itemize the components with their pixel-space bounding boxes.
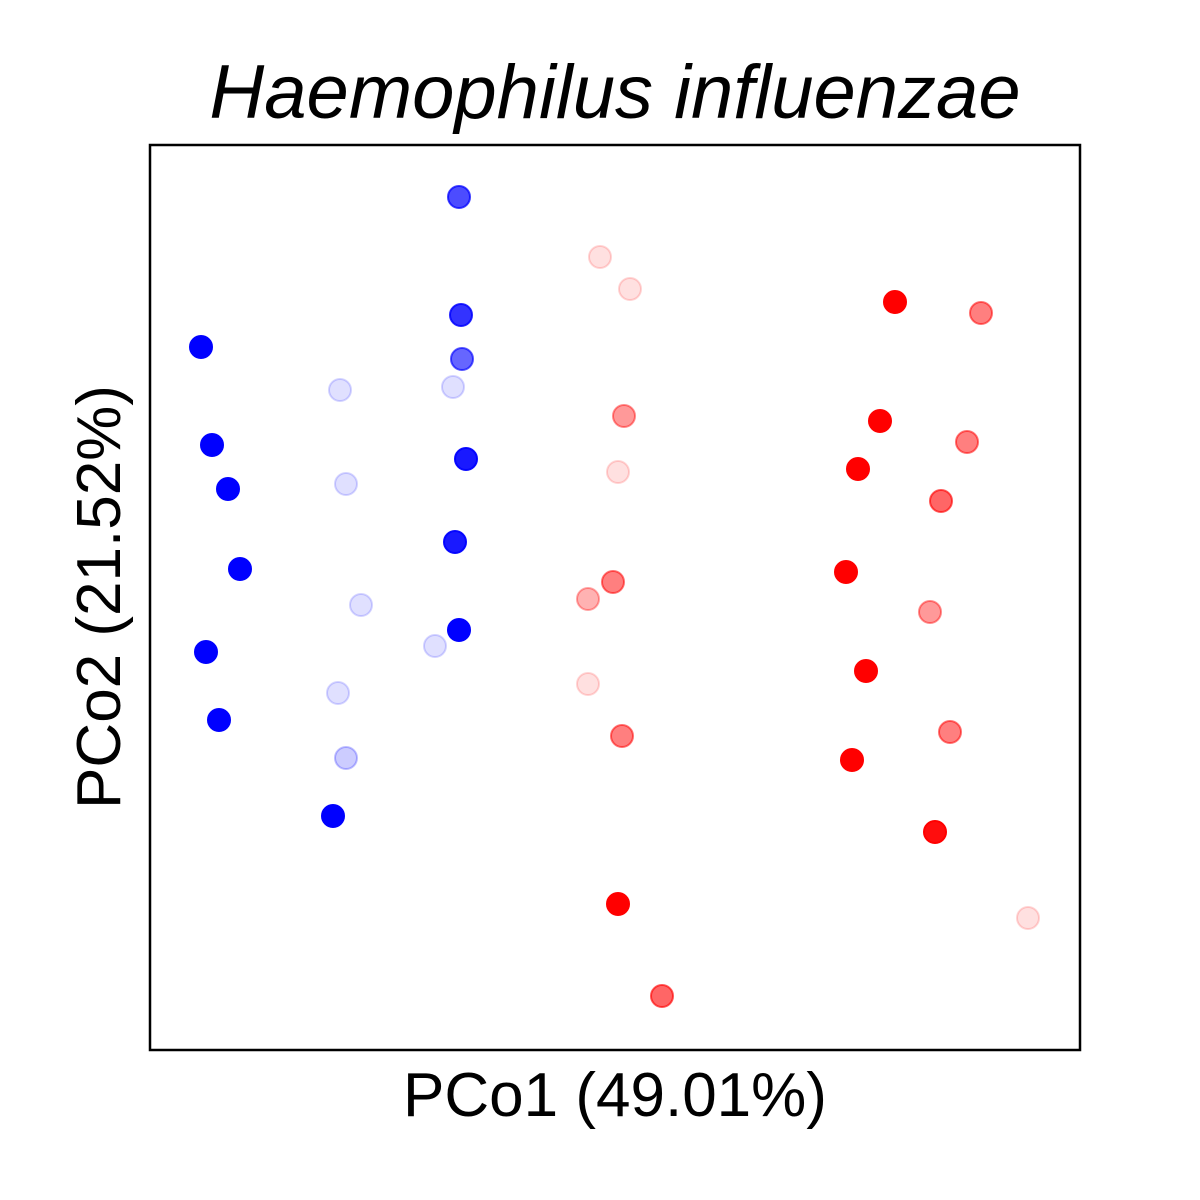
x-axis-label: PCo1 (49.01%) — [403, 1061, 827, 1130]
scatter-point — [854, 659, 878, 683]
scatter-point — [447, 618, 471, 642]
scatter-point — [883, 290, 907, 314]
scatter-point — [349, 593, 373, 617]
scatter-point — [929, 489, 953, 513]
scatter-point — [423, 634, 447, 658]
scatter-point — [334, 746, 358, 770]
y-axis-label: PCo2 (21.52%) — [65, 385, 134, 809]
scatter-point — [200, 433, 224, 457]
scatter-point — [606, 892, 630, 916]
scatter-point — [1016, 906, 1040, 930]
scatter-point — [834, 560, 858, 584]
scatter-point — [449, 303, 473, 327]
scatter-point — [328, 378, 352, 402]
scatter-point — [923, 820, 947, 844]
scatter-point — [588, 245, 612, 269]
scatter-point — [334, 472, 358, 496]
plot-frame — [148, 143, 1082, 1052]
scatter-point — [443, 530, 467, 554]
data-points — [189, 185, 1040, 1008]
scatter-point — [955, 430, 979, 454]
scatter-point — [576, 672, 600, 696]
scatter-point — [840, 748, 864, 772]
scatter-point — [868, 409, 892, 433]
scatter-point — [321, 804, 345, 828]
scatter-point — [969, 301, 993, 325]
scatter-point — [228, 557, 252, 581]
scatter-point — [194, 640, 218, 664]
scatter-point — [846, 457, 870, 481]
scatter-point — [650, 984, 674, 1008]
scatter-point — [450, 347, 474, 371]
chart-title: Haemophilus influenzae — [209, 50, 1020, 135]
scatter-point — [612, 404, 636, 428]
scatter-point — [576, 587, 600, 611]
scatter-point — [441, 375, 465, 399]
scatter-point — [326, 681, 350, 705]
scatter-point — [207, 708, 231, 732]
scatter-point — [454, 447, 478, 471]
scatter-point — [216, 477, 240, 501]
scatter-point — [938, 720, 962, 744]
scatter-point — [918, 600, 942, 624]
scatter-point — [618, 277, 642, 301]
scatter-point — [610, 724, 634, 748]
scatter-point — [447, 185, 471, 209]
scatter-point — [606, 460, 630, 484]
scatter-point — [601, 570, 625, 594]
scatter-point — [189, 335, 213, 359]
